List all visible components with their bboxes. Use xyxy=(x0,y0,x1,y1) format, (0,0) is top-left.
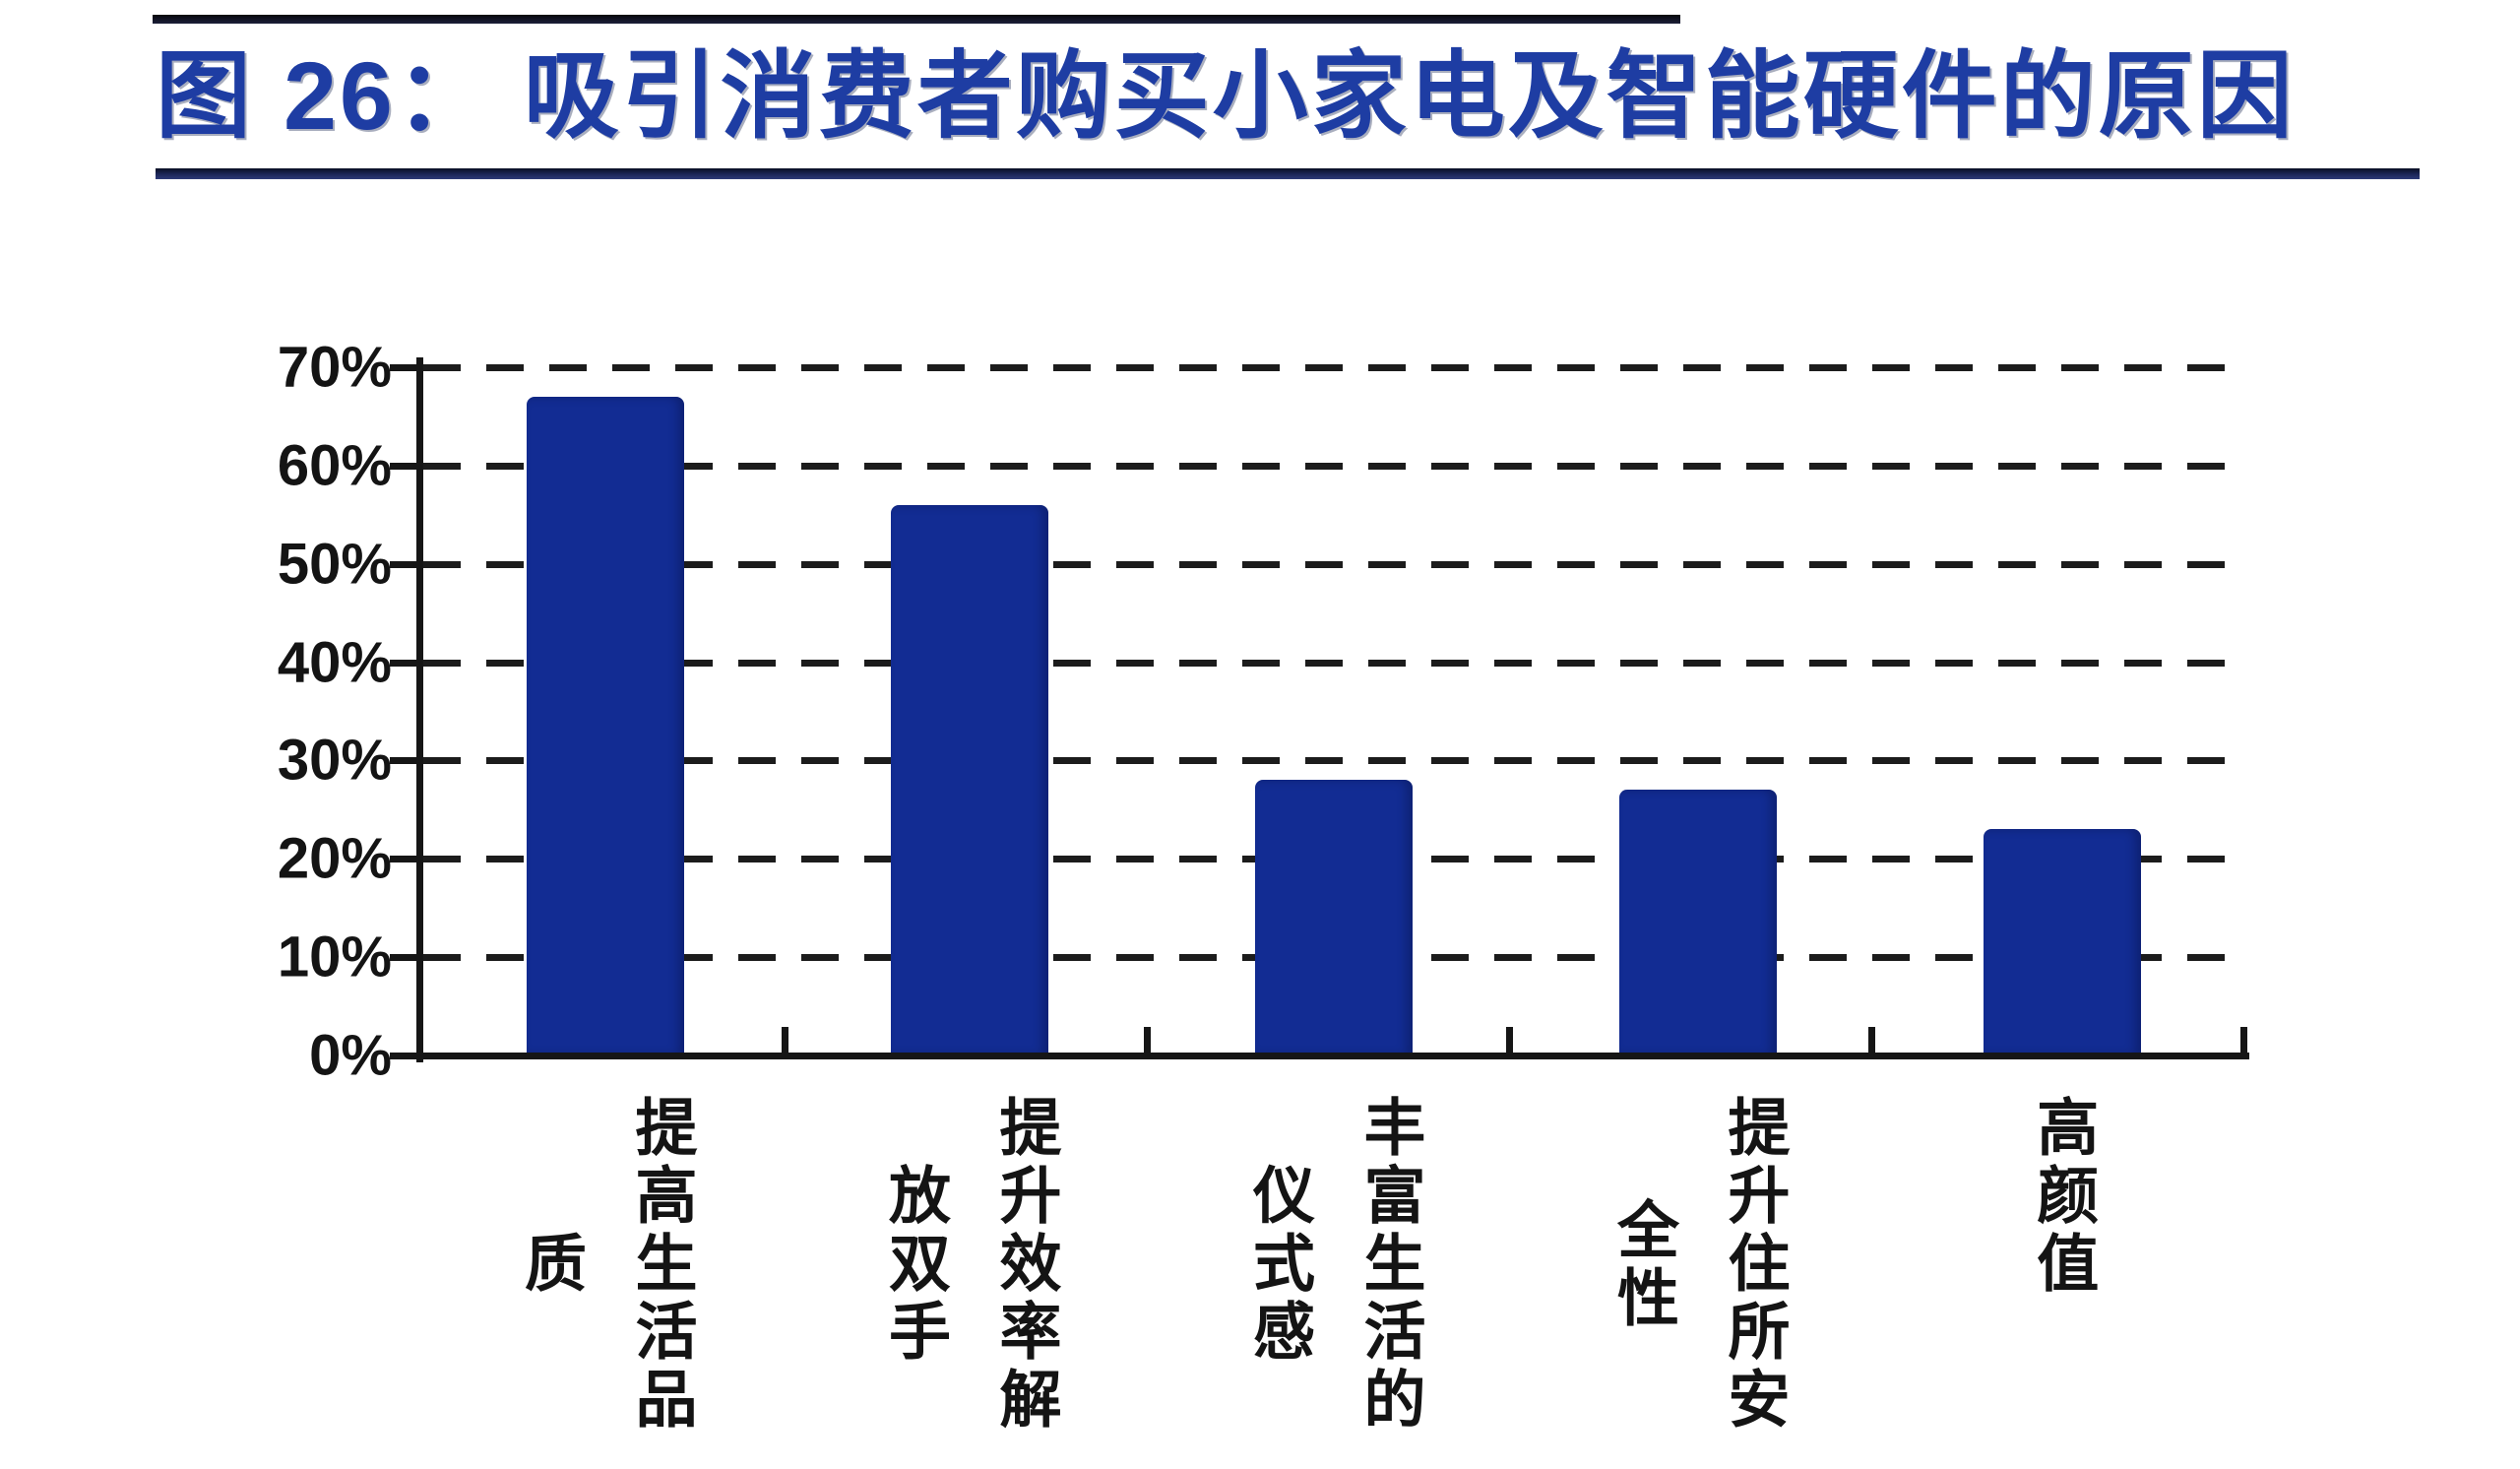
y-axis-tick-label: 0% xyxy=(309,1023,392,1088)
y-axis-tick-label: 50% xyxy=(277,532,392,597)
x-axis-tick xyxy=(1144,1027,1151,1059)
y-axis-tick xyxy=(390,364,417,371)
gridline xyxy=(423,364,2235,371)
category-label-text: 全性 xyxy=(1608,1196,1677,1333)
y-axis-tick-label: 20% xyxy=(277,826,392,891)
bar-1 xyxy=(527,396,684,1055)
category-label-1: 提高生活品 质 xyxy=(487,1095,724,1435)
y-axis-tick xyxy=(390,954,417,962)
bar-5 xyxy=(1984,829,2141,1055)
y-axis-tick-label: 60% xyxy=(277,433,392,498)
category-label-text: 提升效率解 xyxy=(990,1095,1060,1435)
y-axis-tick-label: 70% xyxy=(277,335,392,400)
bar-4 xyxy=(1619,790,1777,1055)
top-rule xyxy=(153,15,1680,24)
y-axis-tick xyxy=(390,1053,417,1059)
category-label-text: 放双手 xyxy=(880,1163,949,1367)
category-label-5: 高颜值 xyxy=(1944,1095,2180,1299)
category-label-4: 提升住所安 全性 xyxy=(1580,1095,1816,1435)
y-axis-tick xyxy=(390,659,417,667)
gridline xyxy=(423,757,2235,765)
category-label-2: 提升效率解 放双手 xyxy=(851,1095,1088,1435)
x-axis-tick xyxy=(1506,1027,1513,1059)
category-label-text: 提升住所安 xyxy=(1719,1095,1789,1435)
category-label-text: 提高生活品 xyxy=(626,1095,696,1435)
y-axis-tick xyxy=(390,856,417,863)
y-axis-tick xyxy=(390,560,417,568)
x-axis-tick xyxy=(2240,1027,2247,1059)
y-axis-line xyxy=(416,357,423,1062)
y-axis-tick-label: 40% xyxy=(277,630,392,695)
category-label-text: 仪式感 xyxy=(1244,1163,1313,1367)
category-label-text: 丰富生活的 xyxy=(1354,1095,1424,1435)
y-axis-tick-label: 10% xyxy=(277,925,392,990)
bar-3 xyxy=(1255,780,1413,1055)
gridline xyxy=(423,462,2235,470)
y-axis-tick xyxy=(390,462,417,470)
title-underline xyxy=(156,168,2420,179)
category-label-text: 质 xyxy=(516,1231,585,1299)
y-axis-tick-label: 30% xyxy=(277,728,392,793)
bar-2 xyxy=(891,504,1048,1055)
category-label-text: 高颜值 xyxy=(2028,1095,2098,1299)
figure-title: 图 26： 吸引消费者购买小家电及智能硬件的原因 xyxy=(156,42,2296,150)
y-axis-tick xyxy=(390,757,417,765)
category-label-3: 丰富生活的 仪式感 xyxy=(1216,1095,1452,1435)
gridline xyxy=(423,659,2235,667)
x-axis-tick xyxy=(1868,1027,1875,1059)
x-axis-line xyxy=(416,1053,2249,1059)
x-axis-tick xyxy=(782,1027,788,1059)
gridline xyxy=(423,560,2235,568)
